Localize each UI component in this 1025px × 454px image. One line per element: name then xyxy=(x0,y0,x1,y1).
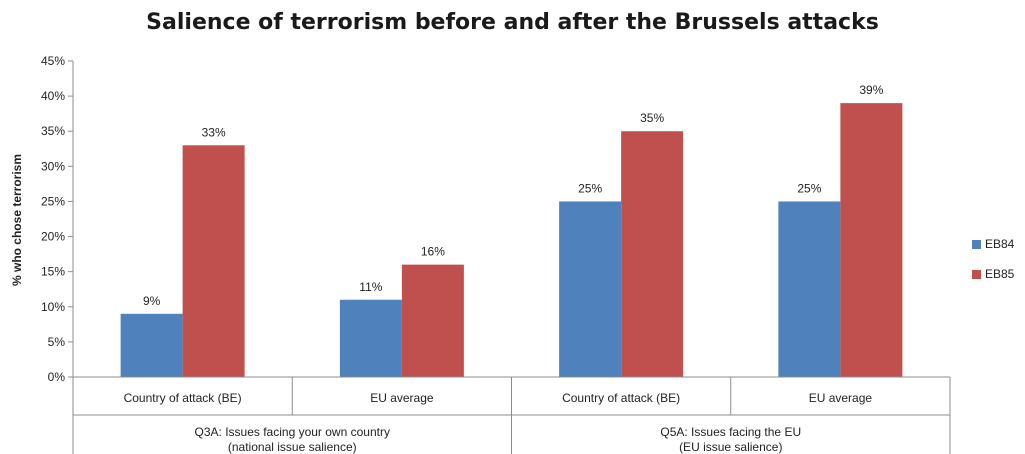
data-label: 39% xyxy=(859,83,883,97)
bar-eb84 xyxy=(339,299,402,377)
y-tick-label: 25% xyxy=(41,194,65,208)
category-label: Country of attack (BE) xyxy=(562,391,680,405)
bar-eb84 xyxy=(559,201,622,377)
bar-eb85 xyxy=(401,264,464,377)
data-label: 25% xyxy=(797,181,821,195)
bar-eb85 xyxy=(840,103,903,377)
legend-item-eb85: EB85 xyxy=(972,266,1014,282)
legend-item-eb84: EB84 xyxy=(972,236,1014,252)
bar-eb85 xyxy=(182,145,245,377)
group-label: Q3A: Issues facing your own country xyxy=(195,425,390,439)
y-tick-label: 10% xyxy=(41,300,65,314)
y-tick-label: 35% xyxy=(41,124,65,138)
legend-label-eb85: EB85 xyxy=(985,267,1015,281)
data-label: 9% xyxy=(143,294,161,308)
legend-label-eb84: EB84 xyxy=(985,237,1015,251)
data-label: 33% xyxy=(202,125,226,139)
y-tick-label: 45% xyxy=(41,54,65,68)
bar-eb85 xyxy=(621,131,684,377)
data-label: 16% xyxy=(421,245,445,259)
y-tick-label: 0% xyxy=(48,370,66,384)
data-label: 25% xyxy=(578,181,602,195)
y-tick-label: 5% xyxy=(48,335,66,349)
group-label: Q5A: Issues facing the EU xyxy=(660,425,801,439)
chart-title: Salience of terrorism before and after t… xyxy=(146,10,879,35)
group-label: (national issue salience) xyxy=(228,440,357,454)
y-tick-label: 40% xyxy=(41,89,65,103)
bar-eb84 xyxy=(778,201,841,377)
group-label: (EU issue salience) xyxy=(679,440,782,454)
category-label: Country of attack (BE) xyxy=(124,391,242,405)
legend-swatch-eb84 xyxy=(972,239,981,249)
data-label: 35% xyxy=(640,111,664,125)
bar-eb84 xyxy=(120,313,183,377)
y-tick-label: 20% xyxy=(41,230,65,244)
legend: EB84 EB85 xyxy=(972,236,1014,296)
category-label: EU average xyxy=(370,391,434,405)
category-label: EU average xyxy=(809,391,873,405)
data-label: 11% xyxy=(359,280,382,294)
y-tick-label: 30% xyxy=(41,159,65,173)
legend-swatch-eb85 xyxy=(972,269,981,279)
y-tick-label: 15% xyxy=(41,265,65,279)
